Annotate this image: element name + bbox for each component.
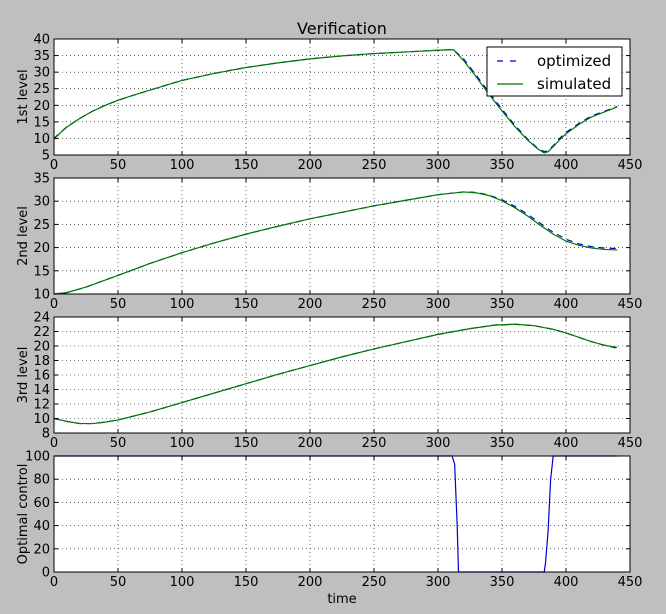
y-tick-label: 25 xyxy=(33,82,50,97)
x-tick-label: 250 xyxy=(362,575,387,590)
legend-label-simulated: simulated xyxy=(537,75,611,93)
y-tick-label: 18 xyxy=(33,354,50,369)
series-line-simulated xyxy=(53,48,618,154)
y-tick-label: 0 xyxy=(42,566,50,581)
axes-frame xyxy=(53,177,631,295)
x-tick-label: 350 xyxy=(490,575,515,590)
x-tick-label: 450 xyxy=(618,297,643,312)
y-tick-label: 30 xyxy=(33,66,50,81)
x-tick-label: 300 xyxy=(426,575,451,590)
y-tick-label: 5 xyxy=(42,149,50,164)
y-tick-label: 20 xyxy=(33,99,50,114)
y-tick-label: 10 xyxy=(33,132,50,147)
x-tick-label: 100 xyxy=(170,575,195,590)
x-tick-label: 50 xyxy=(110,575,127,590)
y-tick-label: 14 xyxy=(33,383,50,398)
axes-background xyxy=(54,178,630,294)
x-tick-label: 200 xyxy=(298,436,323,451)
y-tick-label: 40 xyxy=(33,33,50,48)
y-tick-label: 8 xyxy=(42,427,50,442)
x-tick-label: 450 xyxy=(618,575,643,590)
x-tick-label: 0 xyxy=(50,436,58,451)
y-tick-label: 35 xyxy=(33,172,50,187)
y-tick-label: 10 xyxy=(33,412,50,427)
x-tick-label: 400 xyxy=(554,297,579,312)
x-tick-label: 0 xyxy=(50,158,58,173)
legend-label-optimized: optimized xyxy=(537,52,611,70)
axes-frame xyxy=(53,455,631,573)
y-tick-label: 10 xyxy=(33,288,50,303)
y-tick-label: 100 xyxy=(25,450,50,465)
subplot-4: 0 50 100 150 200 250 300 350 400 450020406080100O… xyxy=(16,450,642,591)
x-tick-label: 50 xyxy=(110,297,127,312)
legend-box xyxy=(486,46,623,97)
y-tick-label: 15 xyxy=(33,115,50,130)
x-tick-label: 200 xyxy=(298,158,323,173)
x-tick-label: 0 xyxy=(50,575,58,590)
y-tick-label: 60 xyxy=(33,496,50,511)
x-tick-label: 50 xyxy=(110,436,127,451)
axes-frame xyxy=(53,38,631,156)
x-tick-label: 200 xyxy=(298,297,323,312)
x-axis-label: time xyxy=(327,592,356,607)
y-tick-label: 12 xyxy=(33,398,50,413)
x-tick-label: 350 xyxy=(490,297,515,312)
x-tick-label: 150 xyxy=(234,575,259,590)
axes-background xyxy=(54,456,630,572)
x-tick-label: 450 xyxy=(618,436,643,451)
x-tick-label: 350 xyxy=(490,436,515,451)
x-tick-label: 300 xyxy=(426,436,451,451)
y-tick-label: 16 xyxy=(33,369,50,384)
y-tick-label: 80 xyxy=(33,473,50,488)
x-tick-label: 0 xyxy=(50,297,58,312)
y-axis-label: Optimal control xyxy=(16,464,31,565)
subplot-2: 0 50 100 150 200 250 300 350 400 450 10 15 20 25 30 35 2… xyxy=(16,172,642,313)
x-tick-label: 400 xyxy=(554,436,579,451)
x-tick-label: 150 xyxy=(234,158,259,173)
y-tick-label: 25 xyxy=(33,218,50,233)
y-tick-label: 24 xyxy=(33,311,50,326)
x-tick-label: 200 xyxy=(298,575,323,590)
x-tick-label: 50 xyxy=(110,158,127,173)
y-axis-label: 1st level xyxy=(16,69,31,124)
x-tick-label: 450 xyxy=(618,158,643,173)
y-tick-label: 15 xyxy=(33,264,50,279)
x-tick-label: 100 xyxy=(170,436,195,451)
y-tick-label: 40 xyxy=(33,519,50,534)
y-tick-label: 20 xyxy=(33,241,50,256)
y-tick-label: 20 xyxy=(33,340,50,355)
x-tick-label: 150 xyxy=(234,436,259,451)
series-line-simulated xyxy=(53,191,618,295)
x-tick-label: 250 xyxy=(362,436,387,451)
x-tick-label: 400 xyxy=(554,158,579,173)
y-tick-label: 30 xyxy=(33,195,50,210)
y-axis-label: 3rd level xyxy=(16,347,31,404)
legend: optimized simulated xyxy=(486,46,623,97)
y-axis-label: 2nd level xyxy=(16,206,31,266)
x-tick-label: 150 xyxy=(234,297,259,312)
x-tick-label: 250 xyxy=(362,158,387,173)
x-tick-label: 350 xyxy=(490,158,515,173)
x-tick-label: 100 xyxy=(170,297,195,312)
x-tick-label: 250 xyxy=(362,297,387,312)
subplot-3: 0 50 100 150 200 250 300 350 400 450 8101214161820… xyxy=(16,311,642,452)
x-tick-label: 300 xyxy=(426,158,451,173)
y-tick-label: 22 xyxy=(33,325,50,340)
x-tick-label: 300 xyxy=(426,297,451,312)
y-tick-label: 35 xyxy=(33,49,50,64)
y-tick-label: 20 xyxy=(33,542,50,557)
chart-title: Verification xyxy=(297,19,387,38)
x-tick-label: 100 xyxy=(170,158,195,173)
series-line-simulated xyxy=(53,323,618,425)
x-tick-label: 400 xyxy=(554,575,579,590)
